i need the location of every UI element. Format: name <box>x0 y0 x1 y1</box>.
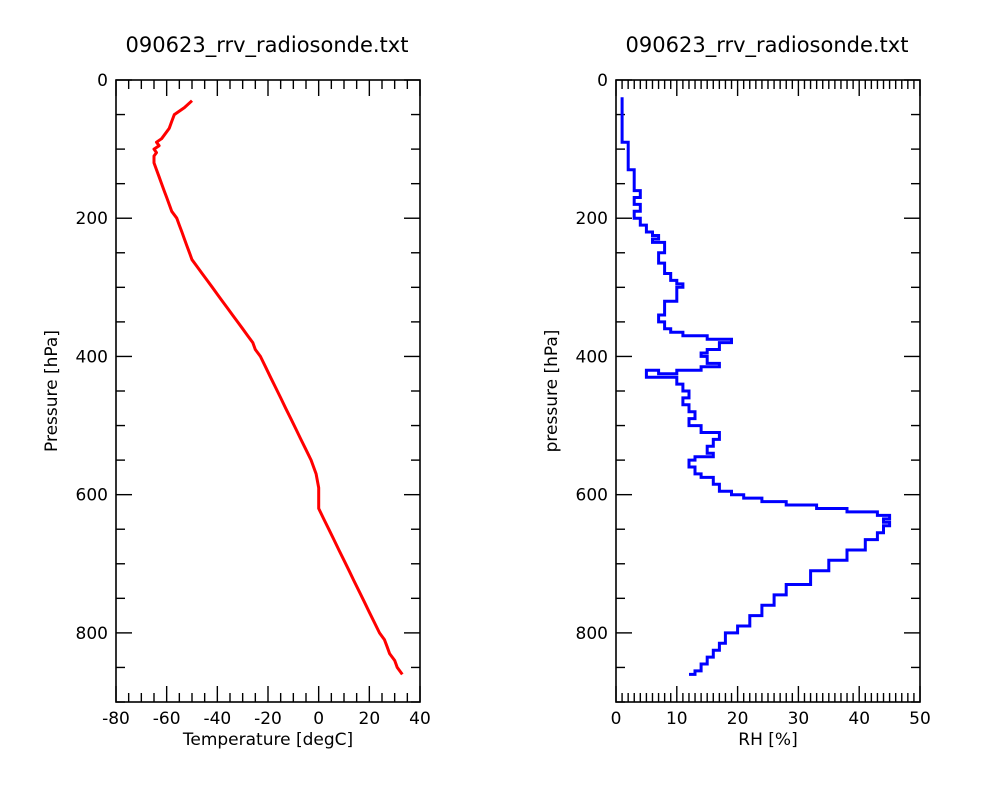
rh-y-tick-labels: 0 200 400 600 800 <box>576 71 608 644</box>
temperature-panel: 090623_rrv_radiosonde.txt -80 -60 -40 -20 0 2… <box>42 33 431 750</box>
temperature-profile-line <box>152 99 404 676</box>
temperature-x-tick-labels: -80 -60 -40 -20 0 20 40 <box>102 709 431 729</box>
rh-x-tick-label: 50 <box>909 709 931 729</box>
rh-axis-ticks <box>615 79 921 703</box>
temperature-y-tick-label: 400 <box>76 347 108 367</box>
temperature-x-tick-label: 0 <box>313 709 324 729</box>
temperature-x-tick-label: 20 <box>359 709 381 729</box>
rh-panel: 090623_rrv_radiosonde.txt 0 10 20 30 40 50 0 2… <box>542 33 931 750</box>
temperature-x-tick-label: -60 <box>153 709 181 729</box>
rh-chart-title: 090623_rrv_radiosonde.txt <box>626 33 909 58</box>
rh-profile-line <box>620 97 892 676</box>
temperature-y-tick-label: 0 <box>97 71 108 91</box>
temperature-x-tick-label: -40 <box>203 709 231 729</box>
temperature-axis-ticks <box>115 79 421 703</box>
temperature-y-tick-label: 200 <box>76 209 108 229</box>
temperature-x-tick-label: 40 <box>409 709 431 729</box>
rh-y-tick-label: 200 <box>576 209 608 229</box>
rh-x-tick-labels: 0 10 20 30 40 50 <box>611 709 931 729</box>
rh-x-axis-label: RH [%] <box>738 730 797 750</box>
rh-x-tick-label: 30 <box>788 709 810 729</box>
rh-x-tick-label: 40 <box>848 709 870 729</box>
rh-y-tick-label: 800 <box>576 624 608 644</box>
temperature-plot-frame <box>115 79 421 703</box>
temperature-x-axis-label: Temperature [degC] <box>182 730 353 750</box>
rh-x-tick-label: 10 <box>666 709 688 729</box>
temperature-y-tick-label: 600 <box>76 486 108 506</box>
temperature-chart-title: 090623_rrv_radiosonde.txt <box>126 33 409 58</box>
rh-plot-frame <box>615 79 921 703</box>
rh-y-tick-label: 0 <box>597 71 608 91</box>
rh-x-tick-label: 0 <box>611 709 622 729</box>
rh-y-tick-label: 400 <box>576 347 608 367</box>
temperature-x-tick-label: -20 <box>254 709 282 729</box>
rh-y-tick-label: 600 <box>576 486 608 506</box>
temperature-y-axis-label: Pressure [hPa] <box>42 330 62 452</box>
temperature-y-tick-label: 800 <box>76 624 108 644</box>
rh-x-tick-label: 20 <box>727 709 749 729</box>
rh-y-axis-label: pressure [hPa] <box>542 330 562 453</box>
temperature-y-tick-labels: 0 200 400 600 800 <box>76 71 108 644</box>
temperature-x-tick-label: -80 <box>102 709 130 729</box>
